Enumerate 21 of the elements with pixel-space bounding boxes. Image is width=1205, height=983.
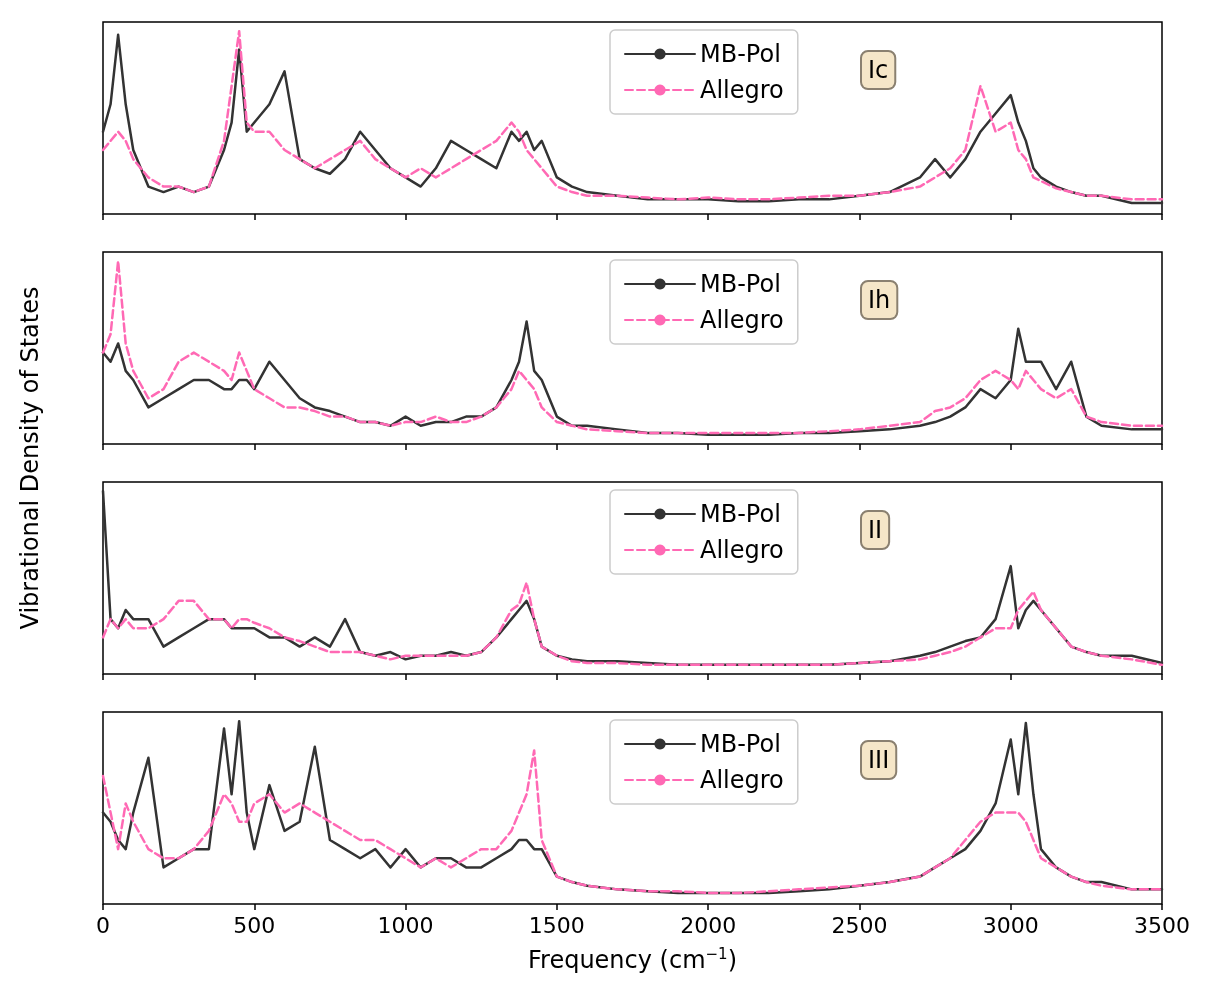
x-tick-label: 1000 bbox=[377, 912, 434, 938]
y-axis-title: Vibrational Density of States bbox=[16, 286, 44, 630]
x-tick-label: 3000 bbox=[982, 912, 1039, 938]
annotation: Ih bbox=[868, 286, 891, 314]
legend-label: MB-Pol bbox=[700, 270, 781, 298]
legend-label: MB-Pol bbox=[700, 500, 781, 528]
x-tick-label: 0 bbox=[96, 912, 110, 938]
legend-label: MB-Pol bbox=[700, 730, 781, 758]
x-tick-label: 2500 bbox=[831, 912, 888, 938]
annotation: II bbox=[868, 516, 883, 544]
legend-label: Allegro bbox=[700, 306, 784, 334]
annotation: III bbox=[868, 746, 890, 774]
legend-label: Allegro bbox=[700, 536, 784, 564]
legend-label: Allegro bbox=[700, 766, 784, 794]
annotation: Ic bbox=[868, 56, 889, 84]
x-tick-label: 3500 bbox=[1134, 912, 1190, 938]
x-tick-label: 2000 bbox=[680, 912, 737, 938]
x-tick-label: 500 bbox=[233, 912, 276, 938]
x-tick-label: 1500 bbox=[528, 912, 585, 938]
legend-label: MB-Pol bbox=[700, 40, 781, 68]
legend-label: Allegro bbox=[700, 76, 784, 104]
